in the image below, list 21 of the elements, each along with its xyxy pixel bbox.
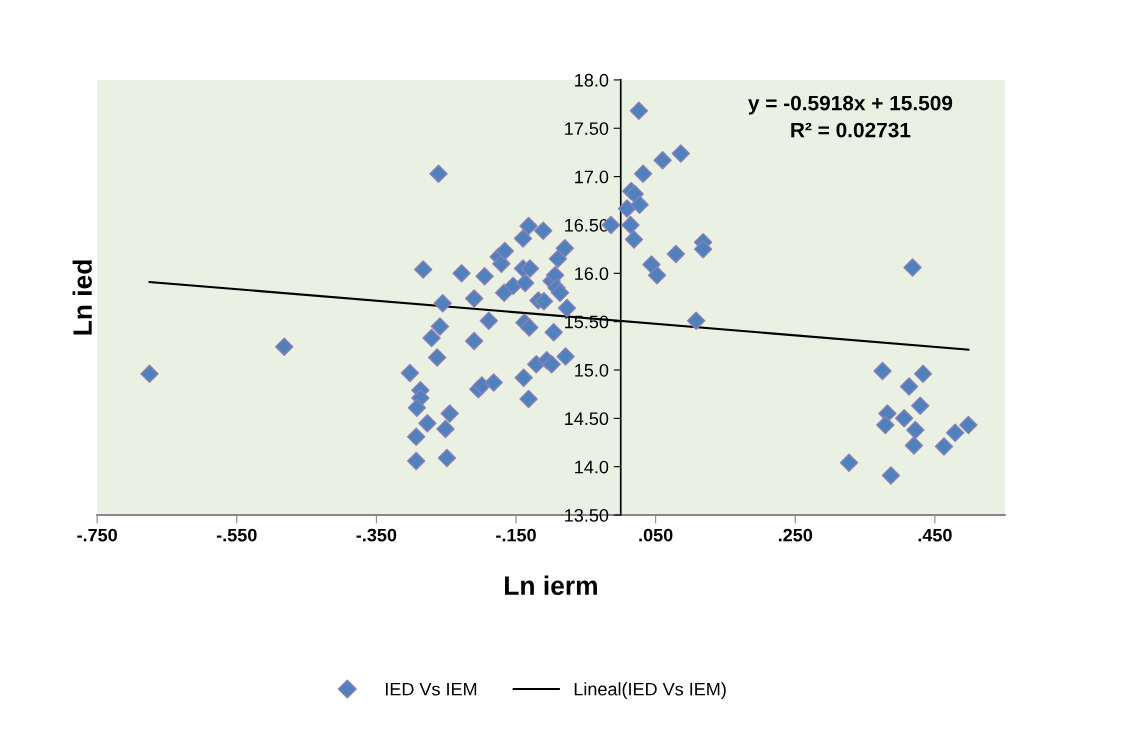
y-tick-label: 14.0 <box>575 460 609 474</box>
x-tick-label: -.150 <box>496 528 536 542</box>
y-tick-label: 15.0 <box>575 363 609 377</box>
y-tick-label: 16.0 <box>575 267 609 281</box>
y-axis-title: Ln ied <box>72 260 92 335</box>
x-tick-label: .050 <box>639 528 673 542</box>
x-tick-label: .250 <box>778 528 813 542</box>
y-tick-label: 17.0 <box>575 170 609 184</box>
annotation: y = -0.5918x + 15.509 <box>748 95 953 115</box>
x-tick-label: -.350 <box>356 528 397 542</box>
y-tick-label: 17.50 <box>565 122 609 135</box>
legend-label: Lineal(IED Vs IEM) <box>574 682 726 700</box>
x-tick-label: -.550 <box>216 528 257 542</box>
x-tick-label: -.750 <box>77 528 117 542</box>
y-tick-label: 13.50 <box>565 508 609 522</box>
x-tick-label: .450 <box>918 528 952 542</box>
y-tick-label: 18.0 <box>575 73 609 87</box>
annotation: R² = 0.02731 <box>791 122 911 138</box>
x-axis-title: Ln ierm <box>505 575 597 595</box>
y-tick-label: 14.50 <box>565 412 609 426</box>
legend-label: IED Vs IEM <box>385 682 477 696</box>
